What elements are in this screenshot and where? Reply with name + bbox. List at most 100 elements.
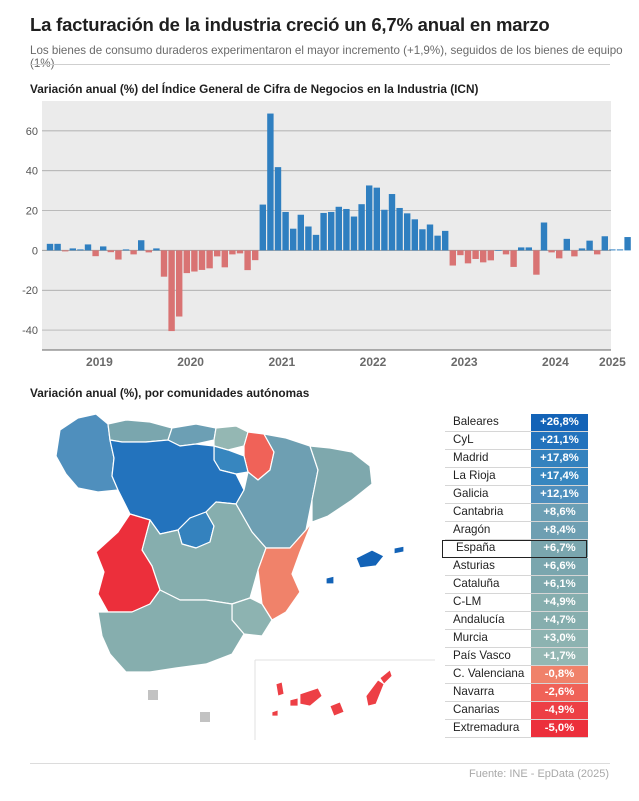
bar bbox=[616, 249, 624, 251]
y-tick-label: 20 bbox=[26, 206, 38, 218]
bar bbox=[411, 219, 418, 251]
bar bbox=[540, 222, 548, 251]
bar bbox=[69, 248, 76, 251]
x-tick-label: 2025 bbox=[599, 355, 626, 369]
ranking-region-value: +21,1% bbox=[531, 432, 588, 449]
map-region-canarias-gomera bbox=[289, 697, 299, 707]
map-region-cataluna bbox=[309, 445, 373, 523]
map-region-asturias bbox=[107, 419, 173, 443]
map-region-cantabria bbox=[167, 423, 217, 447]
y-tick-label: 40 bbox=[26, 166, 38, 178]
bar bbox=[472, 250, 479, 259]
map-region-canarias-la-palma bbox=[275, 681, 285, 697]
map-region-baleares-minorca bbox=[393, 545, 405, 555]
ranking-row: Madrid +17,8% bbox=[445, 450, 588, 468]
x-tick-label: 2022 bbox=[360, 355, 387, 369]
bar bbox=[609, 249, 616, 251]
bar bbox=[480, 250, 487, 263]
bar bbox=[419, 229, 426, 251]
map-section-title: Variación anual (%), por comunidades aut… bbox=[30, 386, 310, 400]
map-region-madrid bbox=[177, 511, 215, 549]
bar bbox=[160, 250, 168, 277]
page-title: La facturación de la industria creció un… bbox=[30, 14, 550, 35]
source-note: Fuente: INE - EpData (2025) bbox=[468, 768, 609, 780]
x-tick-label: 2020 bbox=[177, 355, 204, 369]
bar bbox=[221, 250, 228, 268]
ranking-row: Aragón +8,4% bbox=[445, 522, 588, 540]
map-region-canarias-hierro bbox=[271, 709, 279, 717]
ranking-region-name: Navarra bbox=[453, 685, 495, 698]
bar bbox=[601, 236, 608, 251]
bar bbox=[358, 204, 365, 251]
map-region-canarias-fuerteventura bbox=[365, 679, 385, 707]
map-region-c-valenciana bbox=[257, 521, 313, 621]
bar bbox=[312, 234, 320, 251]
bar bbox=[328, 211, 335, 251]
ranking-region-value: +3,0% bbox=[531, 630, 588, 647]
ranking-region-value: +4,9% bbox=[531, 594, 588, 611]
ranking-row: Andalucía +4,7% bbox=[445, 612, 588, 630]
ranking-region-value: +26,8% bbox=[531, 414, 588, 431]
ranking-region-name: España bbox=[456, 541, 496, 554]
ranking-row: Extremadura -5,0% bbox=[445, 720, 588, 738]
bar bbox=[320, 212, 327, 251]
map-region-aragon bbox=[235, 433, 319, 549]
map-region-andalucia bbox=[97, 589, 245, 673]
ranking-region-name: C. Valenciana bbox=[453, 667, 525, 680]
ranking-region-value: +17,8% bbox=[531, 450, 588, 467]
ranking-region-value: +1,7% bbox=[531, 648, 588, 665]
x-tick-label: 2024 bbox=[542, 355, 569, 369]
ranking-region-value: +17,4% bbox=[531, 468, 588, 485]
bar bbox=[54, 243, 61, 251]
map-region-navarra bbox=[243, 431, 275, 481]
bar bbox=[236, 250, 244, 254]
bar bbox=[297, 214, 304, 251]
y-tick-label: 0 bbox=[32, 245, 38, 257]
bar bbox=[153, 248, 160, 251]
map-region-baleares bbox=[355, 549, 385, 569]
x-tick-label: 2021 bbox=[268, 355, 295, 369]
bar bbox=[404, 213, 411, 251]
bar bbox=[274, 167, 282, 251]
ranking-region-value: +6,1% bbox=[531, 576, 588, 593]
map-region-canarias-gran-canaria bbox=[329, 701, 345, 717]
ranking-row: Asturias +6,6% bbox=[445, 558, 588, 576]
map-region-castilla-la-mancha bbox=[141, 501, 267, 605]
x-tick-label: 2019 bbox=[86, 355, 113, 369]
map-region-baleares-ibiza bbox=[325, 575, 335, 585]
bar-chart: -40 -20 0 20 40 60 2019 2020 2021 2022 2023 2024 202… bbox=[22, 113, 631, 369]
bar bbox=[578, 248, 586, 251]
bar bbox=[84, 244, 92, 251]
ranking-row: Navarra -2,6% bbox=[445, 684, 588, 702]
bar bbox=[244, 250, 251, 271]
ranking-region-value: +6,6% bbox=[531, 558, 588, 575]
bar bbox=[290, 228, 297, 251]
map-region-castilla-leon bbox=[109, 439, 245, 535]
bar bbox=[502, 250, 510, 255]
bar bbox=[138, 240, 145, 251]
map-region-galicia bbox=[55, 413, 119, 493]
map-ceuta-marker bbox=[148, 690, 158, 700]
ranking-region-name: Cataluña bbox=[453, 577, 500, 590]
bar bbox=[206, 250, 213, 269]
ranking-row: Cantabria +8,6% bbox=[445, 504, 588, 522]
ranking-region-name: Asturias bbox=[453, 559, 495, 572]
bar bbox=[381, 209, 388, 251]
ranking-row: C-LM +4,9% bbox=[445, 594, 588, 612]
y-tick-label: -20 bbox=[22, 285, 38, 297]
bar bbox=[168, 250, 175, 332]
ranking-region-name: La Rioja bbox=[453, 469, 496, 482]
ranking-region-name: Extremadura bbox=[453, 721, 520, 734]
bar bbox=[62, 250, 69, 252]
bar bbox=[556, 250, 563, 259]
map-region-murcia bbox=[231, 597, 273, 637]
x-tick-label: 2023 bbox=[451, 355, 478, 369]
bar bbox=[343, 208, 350, 251]
ranking-row: Canarias -4,9% bbox=[445, 702, 588, 720]
bar bbox=[145, 250, 152, 253]
map-region-la-rioja bbox=[213, 445, 249, 475]
bar bbox=[464, 250, 472, 264]
ranking-region-name: Andalucía bbox=[453, 613, 505, 626]
bar bbox=[518, 247, 525, 251]
bar bbox=[442, 230, 449, 251]
